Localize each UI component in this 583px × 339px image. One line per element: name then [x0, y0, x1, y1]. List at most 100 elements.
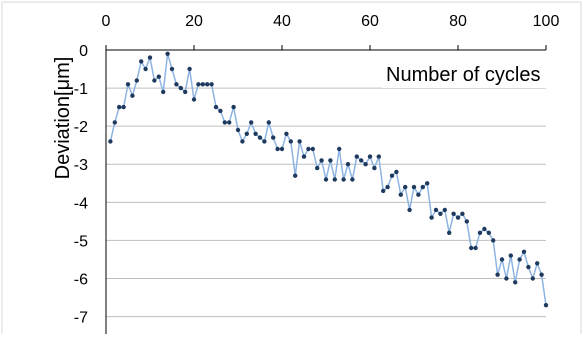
data-point — [477, 230, 483, 235]
data-point — [262, 139, 267, 144]
data-point — [508, 253, 513, 258]
x-tick-label: 20 — [185, 13, 203, 30]
data-point — [425, 181, 430, 186]
data-point — [143, 66, 148, 72]
data-point — [341, 177, 346, 182]
data-point — [535, 261, 540, 266]
data-point — [244, 131, 249, 136]
data-point — [187, 66, 192, 72]
data-point — [275, 146, 280, 152]
data-point — [323, 177, 329, 182]
x-tick-label: 80 — [449, 13, 467, 30]
data-point — [266, 120, 271, 125]
y-tick-label: -7 — [74, 310, 88, 327]
data-point — [315, 165, 320, 171]
data-point — [438, 211, 443, 216]
data-point — [257, 135, 263, 140]
x-tick-label: 0 — [102, 13, 111, 30]
data-point — [112, 120, 118, 125]
data-point — [332, 177, 337, 182]
data-point — [354, 154, 359, 159]
data-point — [310, 146, 315, 152]
data-point — [526, 264, 531, 270]
data-point — [306, 146, 311, 152]
data-point — [469, 245, 474, 251]
data-point — [517, 257, 522, 262]
data-point — [385, 184, 390, 190]
data-point — [249, 120, 254, 125]
data-point — [350, 177, 355, 182]
data-point — [539, 272, 544, 277]
data-point — [130, 93, 135, 98]
data-point — [337, 146, 342, 152]
data-point — [473, 245, 478, 251]
data-point — [442, 207, 447, 213]
data-series — [108, 51, 549, 308]
data-point — [284, 131, 289, 136]
data-point — [363, 162, 368, 167]
data-point — [169, 66, 175, 72]
data-point — [117, 104, 122, 110]
data-point — [513, 280, 518, 285]
x-tick-label: 40 — [273, 13, 291, 30]
data-point — [398, 192, 403, 197]
data-point — [235, 127, 241, 133]
data-point — [464, 219, 469, 224]
data-point — [416, 192, 421, 197]
xlabel-background — [382, 60, 574, 88]
y-tick-label: -3 — [74, 157, 88, 174]
data-point — [447, 230, 452, 235]
data-point — [240, 139, 245, 144]
data-point — [389, 173, 395, 178]
data-point — [213, 104, 219, 110]
data-point — [293, 173, 298, 178]
data-point — [451, 211, 456, 216]
data-point — [486, 230, 491, 235]
data-point — [381, 188, 386, 194]
data-point — [279, 146, 285, 152]
data-point — [139, 59, 144, 64]
x-tick-label: 60 — [361, 13, 379, 30]
data-point — [200, 82, 205, 87]
y-tick-label: -4 — [74, 195, 88, 212]
y-tick-label: -1 — [74, 81, 88, 98]
data-point — [218, 108, 223, 114]
data-point — [196, 82, 201, 87]
y-tick-label: -2 — [74, 119, 88, 136]
data-point — [121, 104, 126, 110]
data-point — [205, 82, 210, 87]
data-point — [491, 238, 496, 243]
data-point — [297, 139, 302, 144]
data-point — [108, 139, 113, 144]
y-axis-title: Deviation[μm] — [52, 57, 74, 180]
y-tick-label: -5 — [74, 233, 88, 250]
data-point — [301, 154, 307, 159]
data-point — [183, 89, 188, 95]
data-point — [174, 82, 179, 87]
data-point — [407, 207, 412, 213]
data-point — [288, 139, 293, 144]
data-point — [222, 120, 227, 125]
data-point — [152, 78, 157, 83]
data-point — [253, 131, 258, 136]
data-point — [161, 89, 166, 95]
data-point — [359, 158, 364, 163]
y-tick-label: -6 — [74, 271, 88, 288]
data-point — [367, 154, 373, 159]
x-axis-title: Number of cycles — [386, 64, 541, 86]
data-point — [394, 169, 399, 175]
data-point — [328, 158, 333, 163]
x-tick-label: 100 — [533, 13, 560, 30]
data-point — [495, 272, 500, 277]
data-point — [420, 184, 425, 190]
data-point — [460, 211, 465, 216]
data-point — [319, 158, 324, 163]
data-point — [411, 184, 417, 190]
data-point — [191, 97, 197, 102]
data-point — [429, 215, 434, 220]
data-point — [134, 78, 139, 83]
data-point — [231, 104, 236, 110]
